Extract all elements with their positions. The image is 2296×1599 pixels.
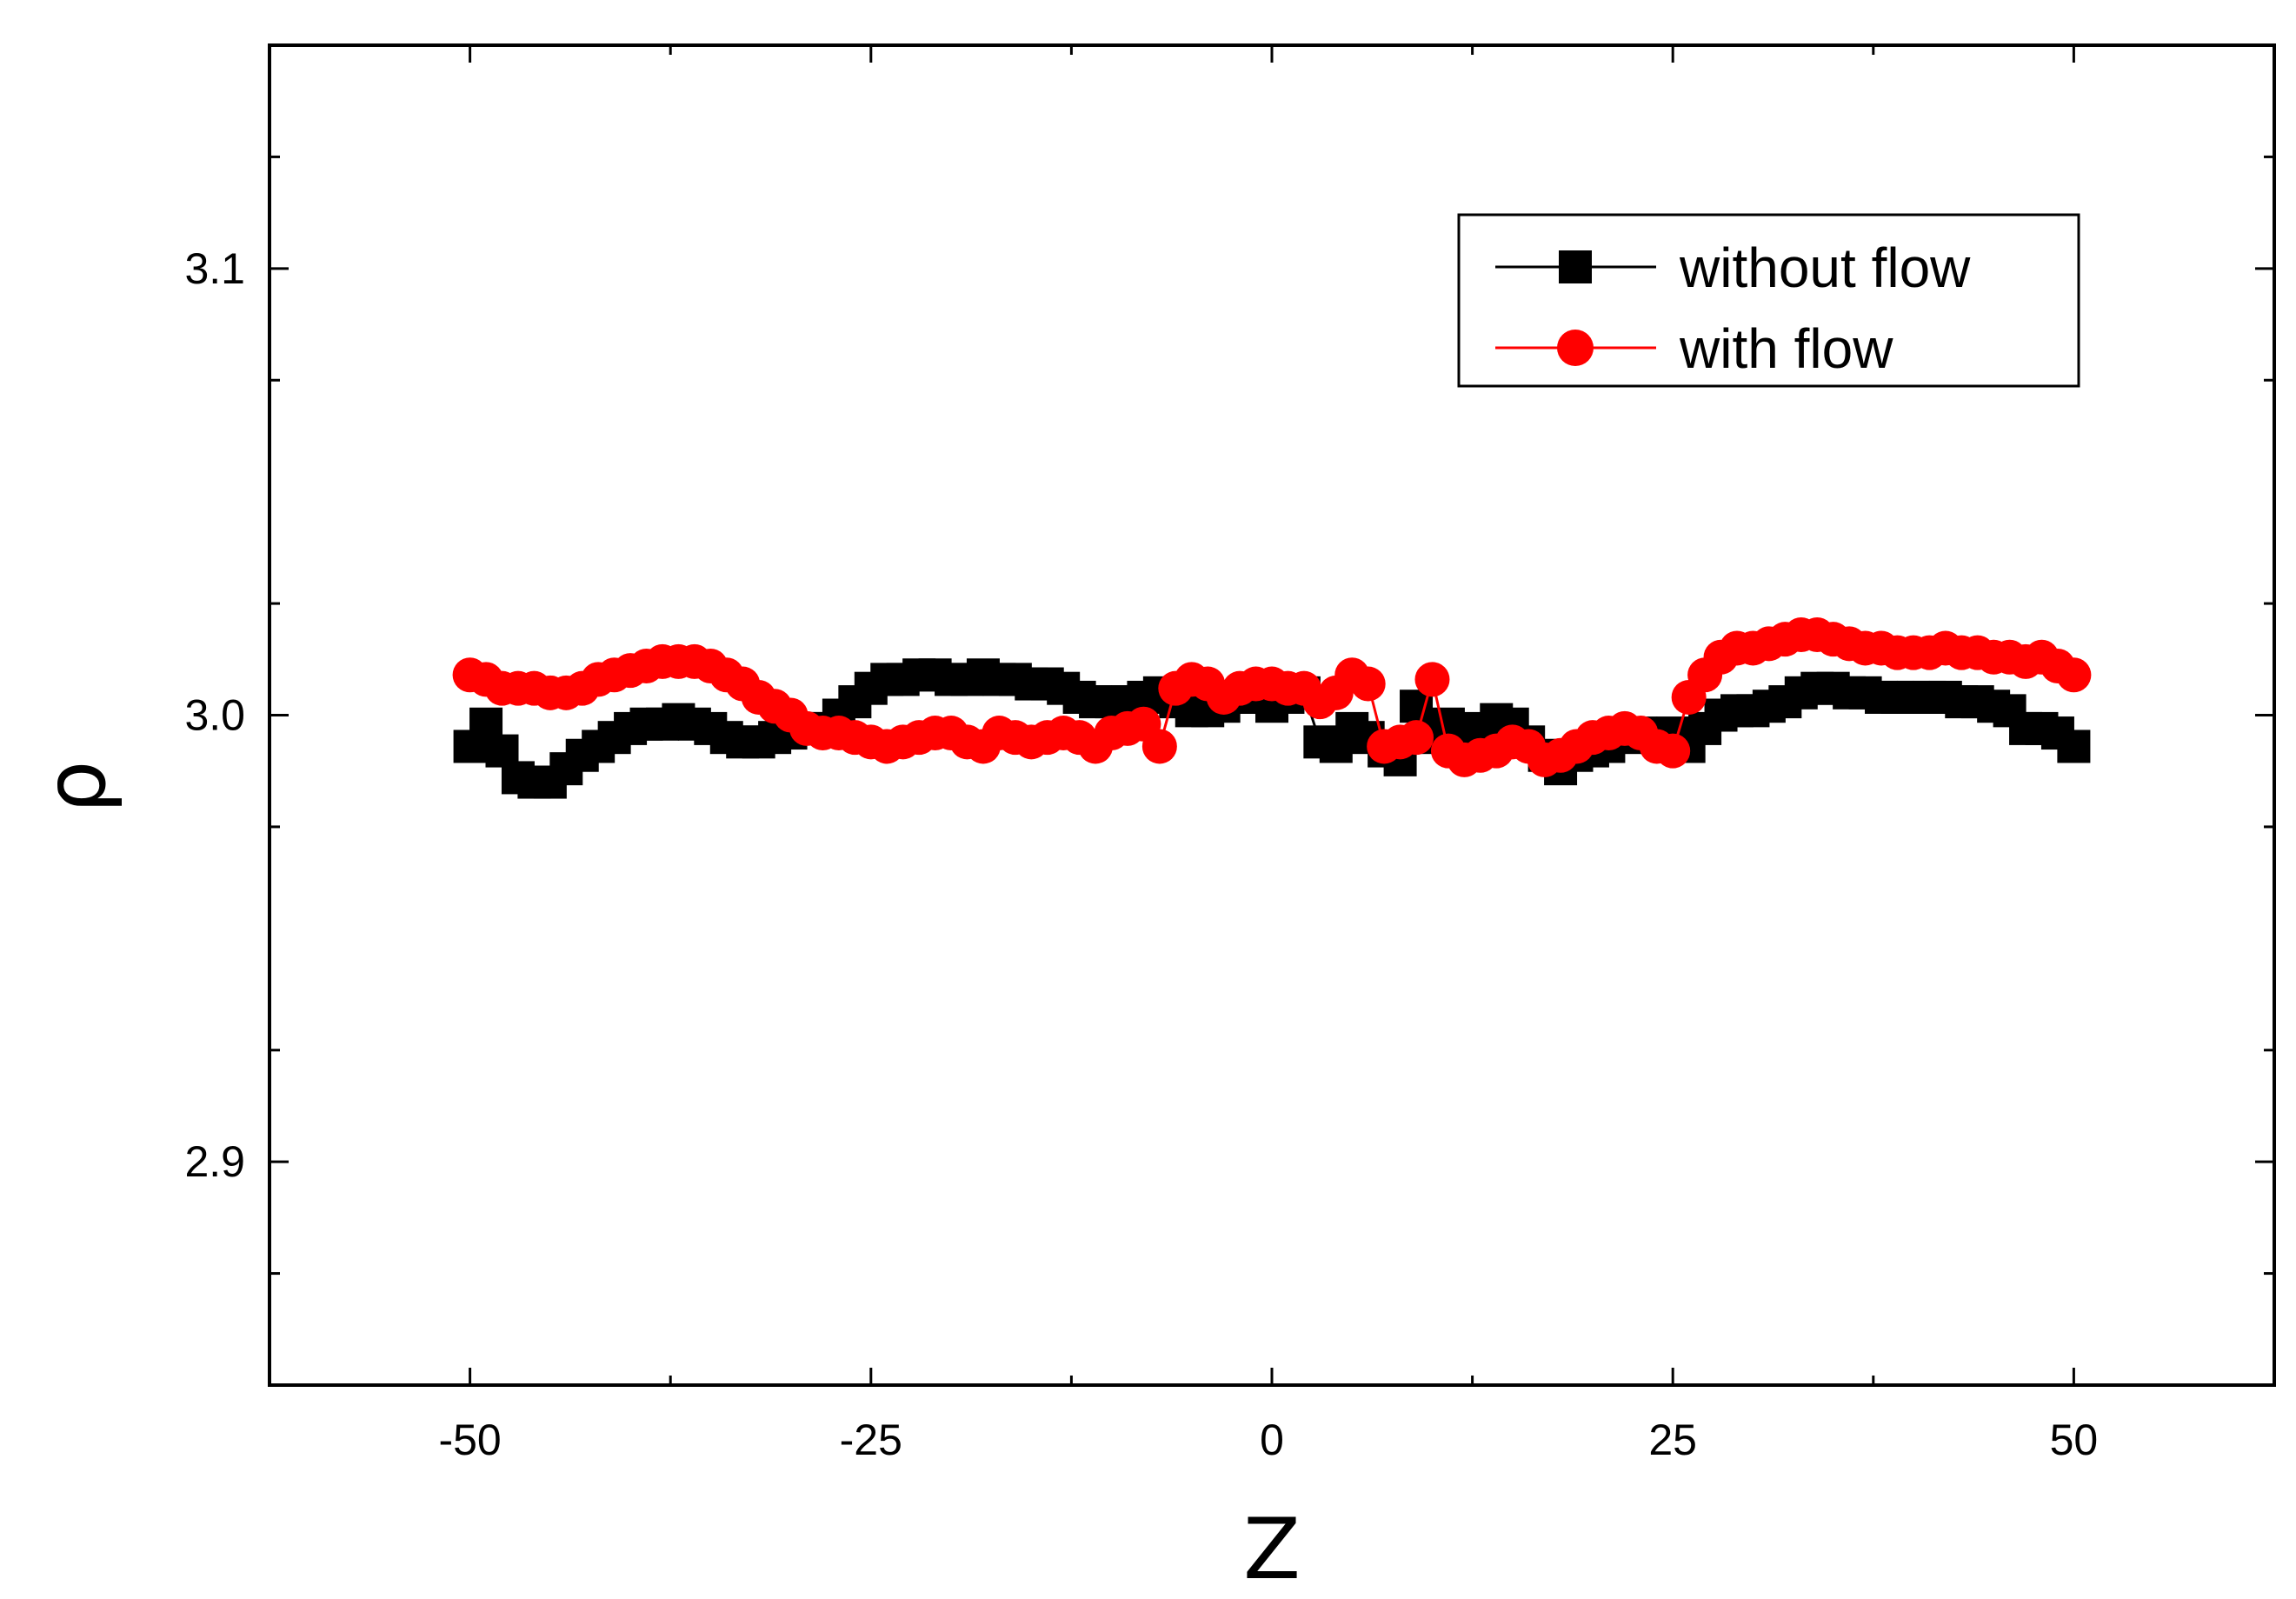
- legend-marker-with-flow: [1557, 330, 1594, 366]
- y-tick-label: 2.9: [184, 1137, 245, 1186]
- data-point: [1655, 733, 1691, 769]
- data-point: [1399, 720, 1434, 756]
- data-point: [1350, 666, 1386, 702]
- y-axis-title: ρ: [27, 761, 124, 814]
- x-tick-label: -50: [438, 1416, 501, 1464]
- y-tick-label: 3.1: [184, 244, 245, 293]
- legend: without flow with flow: [1457, 213, 2080, 388]
- series-layer: [452, 617, 2092, 799]
- data-point: [2056, 657, 2092, 693]
- data-point: [1414, 662, 1450, 697]
- x-tick-label: 25: [1648, 1416, 1697, 1464]
- y-axis-ticks: 2.9 3.0 3.1: [184, 155, 2274, 1276]
- x-tick-label: -25: [840, 1416, 902, 1464]
- x-axis-title: Z: [1243, 1501, 1301, 1598]
- legend-marker-without-flow: [1559, 250, 1592, 283]
- legend-label-with-flow: with flow: [1679, 317, 1893, 380]
- data-point: [1141, 729, 1177, 764]
- legend-label-without-flow: without flow: [1679, 237, 1971, 299]
- data-point: [2057, 730, 2091, 763]
- x-tick-label: 50: [2050, 1416, 2099, 1464]
- series-with-flow: [452, 617, 2092, 777]
- y-tick-label: 3.0: [184, 691, 245, 740]
- x-axis-ticks: -50 -25 0 25 50: [438, 45, 2098, 1464]
- x-tick-label: 0: [1260, 1416, 1284, 1464]
